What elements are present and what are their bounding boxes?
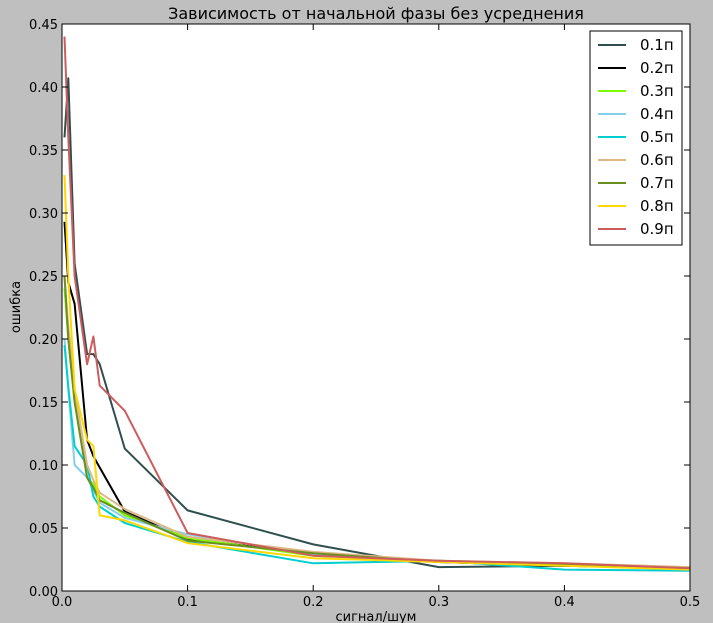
y-tick-label: 0.20 [29,333,58,348]
x-tick-label: 0.5 [680,595,701,610]
y-axis-label: ошибка [9,281,24,333]
x-tick-label: 0.4 [554,595,575,610]
x-tick-label: 0.0 [52,595,73,610]
x-axis-label: сигнал/шум [336,610,417,623]
x-tick-label: 0.3 [428,595,449,610]
x-tick-label: 0.2 [303,595,324,610]
chart-title: Зависимость от начальной фазы без усредн… [168,4,584,23]
y-tick-labels: 0.00 0.05 0.10 0.15 0.20 0.25 0.30 0.35 0.40 0.45 [29,18,58,600]
legend-label: 0.1п [640,36,674,54]
legend-label: 0.2п [640,59,674,77]
legend-label: 0.5п [640,128,674,146]
y-tick-label: 0.35 [29,144,58,159]
legend-label: 0.8п [640,197,674,215]
x-tick-labels: 0.0 0.1 0.2 0.3 0.4 0.5 [52,595,701,610]
plot-frame [61,23,691,592]
series-line-9 [63,36,691,570]
series-line-8 [63,175,691,571]
y-tick-label: 0.00 [29,585,58,600]
y-tick-label: 0.40 [29,81,58,96]
x-tick-label: 0.1 [177,595,198,610]
y-tick-label: 0.10 [29,459,58,474]
legend-label: 0.7п [640,174,674,192]
series-layer [63,36,691,572]
y-tick-label: 0.15 [29,396,58,411]
y-tick-label: 0.45 [29,18,58,33]
legend-label: 0.4п [640,105,674,123]
plot-background [62,24,690,591]
y-tick-label: 0.30 [29,207,58,222]
y-tick-label: 0.25 [29,270,58,285]
legend-label: 0.9п [640,220,674,238]
legend-label: 0.3п [640,82,674,100]
legend-label: 0.6п [640,151,674,169]
legend: 0.1п 0.2п 0.3п 0.4п 0.5п 0.6п 0.7п 0.8п 0.9п [589,30,683,246]
y-tick-label: 0.05 [29,522,58,537]
